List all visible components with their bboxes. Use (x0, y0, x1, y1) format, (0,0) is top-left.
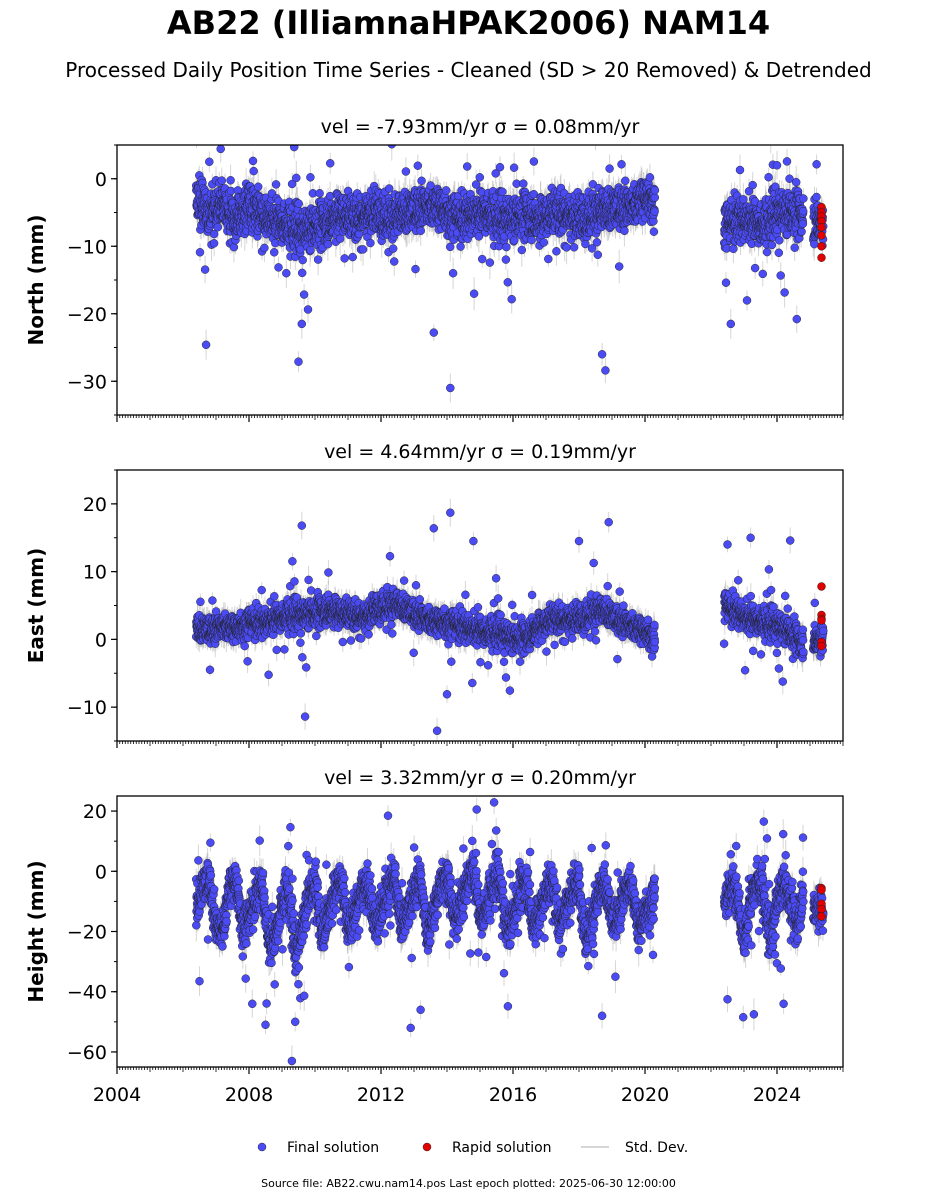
final-point (260, 243, 269, 253)
final-point (448, 268, 458, 278)
final-point (315, 189, 324, 198)
final-point (274, 263, 283, 272)
final-point (462, 162, 472, 171)
final-point (413, 161, 423, 170)
final-point (193, 133, 201, 141)
final-point (298, 255, 307, 265)
final-point (411, 264, 420, 274)
final-point (325, 159, 335, 168)
final-point (249, 166, 258, 176)
page-subtitle: Processed Daily Position Time Series - C… (0, 58, 937, 82)
final-point (299, 290, 309, 299)
final-point (456, 242, 465, 251)
final-point (358, 245, 368, 254)
final-point (292, 173, 301, 183)
final-solution-points (191, 133, 828, 393)
final-point (213, 222, 223, 232)
final-point (389, 257, 399, 266)
final-point (271, 180, 281, 189)
final-point (387, 145, 396, 149)
final-point (200, 265, 210, 274)
final-point (216, 145, 225, 154)
final-point (306, 245, 315, 255)
final-point (269, 248, 279, 257)
final-point (426, 181, 435, 190)
final-point (441, 186, 451, 195)
final-point (195, 248, 205, 257)
final-point (366, 238, 375, 248)
final-point (303, 305, 313, 314)
final-point (253, 182, 263, 192)
plot-area (191, 133, 828, 403)
final-point (205, 157, 214, 167)
final-point (401, 167, 411, 176)
final-point (388, 244, 398, 253)
final-point (218, 135, 226, 143)
final-point (248, 156, 258, 166)
final-point (306, 173, 315, 182)
final-point (340, 254, 349, 263)
final-point (229, 242, 239, 252)
final-point (416, 226, 425, 236)
final-point (348, 252, 357, 262)
final-point (289, 145, 299, 152)
final-point (417, 176, 426, 186)
final-point (209, 229, 219, 239)
final-point (323, 239, 333, 249)
final-point (287, 179, 297, 189)
stddev-bars (195, 145, 824, 403)
final-point (384, 184, 394, 193)
final-point (226, 176, 235, 185)
final-point (445, 242, 455, 252)
final-point (209, 239, 219, 248)
final-point (297, 268, 307, 278)
final-point (294, 199, 303, 208)
final-point (282, 268, 291, 278)
final-point (313, 255, 323, 264)
page-title: AB22 (IlliamnaHPAK2006) NAM14 (0, 4, 937, 42)
final-point (217, 176, 227, 185)
